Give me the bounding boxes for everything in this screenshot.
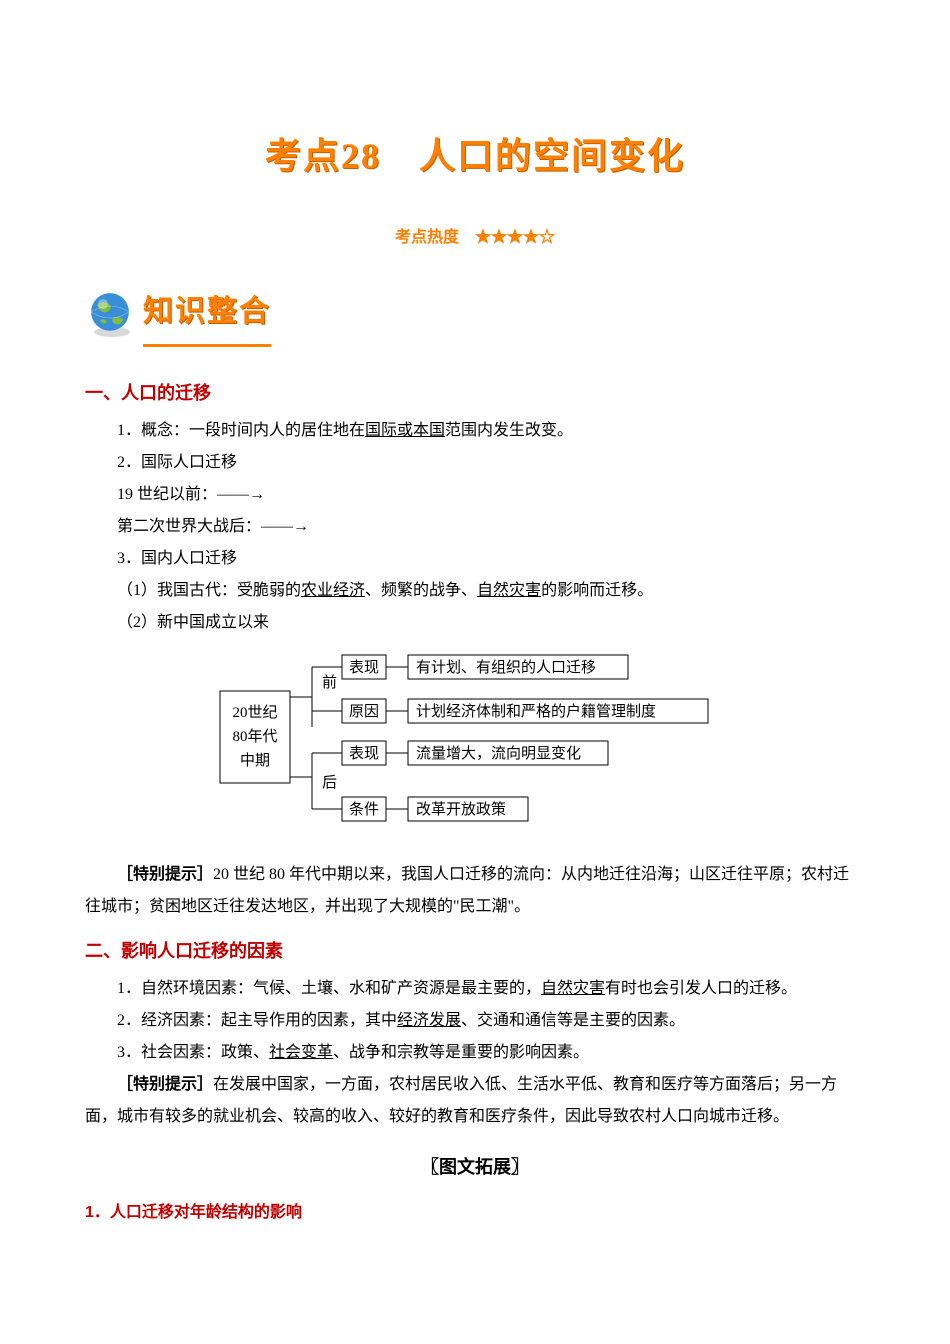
diagram-r4: 改革开放政策 xyxy=(416,801,506,818)
s1-p1: 1．概念：一段时间内人的居住地在国际或本国范围内发生改变。 xyxy=(85,415,865,447)
diagram-bx4: 条件 xyxy=(349,801,379,818)
s2-p3-b: 、战争和宗教等是重要的影响因素。 xyxy=(333,1044,589,1061)
diagram: 20世纪 80年代 中期 前 后 表现 原因 表现 条件 有计划、有组织的人口 xyxy=(85,649,865,841)
diagram-r1: 有计划、有组织的人口迁移 xyxy=(416,659,596,676)
expand-title: 〖图文拓展〗 xyxy=(85,1149,865,1185)
stars-filled-icon: ★★★★ xyxy=(475,229,539,246)
s1-p6-u2: 自然灾害 xyxy=(477,582,541,599)
stars-empty-icon: ☆ xyxy=(539,229,555,246)
s1-p6-u1: 农业经济 xyxy=(301,582,365,599)
s2-p2-u: 经济发展 xyxy=(397,1012,461,1029)
expand-num1: 1．人口迁移对年龄结构的影响 xyxy=(85,1197,865,1229)
s2-p2-a: 2．经济因素：起主导作用的因素，其中 xyxy=(117,1012,397,1029)
s2-p1-a: 1．自然环境因素：气候、土壤、水和矿产资源是最主要的， xyxy=(117,980,541,997)
tip-1: ［特别提示］20 世纪 80 年代中期以来，我国人口迁移的流向：从内地迁往沿海；… xyxy=(85,859,865,923)
diagram-left-l3: 中期 xyxy=(240,752,270,769)
section-banner: 知识整合 xyxy=(85,282,865,347)
diagram-bx3: 表现 xyxy=(349,745,379,762)
banner-text: 知识整合 xyxy=(143,282,271,347)
heat-row: 考点热度 ★★★★☆ xyxy=(85,222,865,254)
s2-p3: 3．社会因素：政策、社会变革、战争和宗教等是重要的影响因素。 xyxy=(85,1037,865,1069)
diagram-left-l2: 80年代 xyxy=(232,728,277,745)
page-title: 考点28 人口的空间变化 xyxy=(85,120,865,192)
s2-p1-u: 自然灾害 xyxy=(541,980,605,997)
section-1-heading: 一、人口的迁移 xyxy=(85,375,865,411)
globe-icon xyxy=(85,290,135,340)
s2-p3-u: 社会变革 xyxy=(269,1044,333,1061)
section-2-heading: 二、影响人口迁移的因素 xyxy=(85,933,865,969)
diagram-qian: 前 xyxy=(322,674,337,691)
diagram-r3: 流量增大，流向明显变化 xyxy=(416,745,581,762)
s1-p2: 2．国际人口迁移 xyxy=(85,447,865,479)
s1-p6: （1）我国古代：受脆弱的农业经济、频繁的战争、自然灾害的影响而迁移。 xyxy=(85,575,865,607)
s1-p3: 19 世纪以前：——→ xyxy=(85,479,865,511)
s2-p2: 2．经济因素：起主导作用的因素，其中经济发展、交通和通信等是主要的因素。 xyxy=(85,1005,865,1037)
s1-p1-a: 1．概念：一段时间内人的居住地在 xyxy=(117,422,365,439)
tip-2-label: ［特别提示］ xyxy=(117,1076,213,1093)
s1-p6-c: 的影响而迁移。 xyxy=(541,582,653,599)
s2-p1-b: 有时也会引发人口的迁移。 xyxy=(605,980,797,997)
tip-2: ［特别提示］在发展中国家，一方面，农村居民收入低、生活水平低、教育和医疗等方面落… xyxy=(85,1069,865,1133)
s1-p1-u: 国际或本国 xyxy=(365,422,445,439)
diagram-left-l1: 20世纪 xyxy=(232,704,277,721)
s2-p2-b: 、交通和通信等是主要的因素。 xyxy=(461,1012,685,1029)
s2-p1: 1．自然环境因素：气候、土壤、水和矿产资源是最主要的，自然灾害有时也会引发人口的… xyxy=(85,973,865,1005)
s2-p3-a: 3．社会因素：政策、 xyxy=(117,1044,269,1061)
s1-p5: 3．国内人口迁移 xyxy=(85,543,865,575)
diagram-r2: 计划经济体制和严格的户籍管理制度 xyxy=(416,703,656,720)
s1-p6-a: （1）我国古代：受脆弱的 xyxy=(117,582,301,599)
s1-p7: （2）新中国成立以来 xyxy=(85,607,865,639)
page-title-wrap: 考点28 人口的空间变化 xyxy=(85,120,865,192)
s1-p6-b: 、频繁的战争、 xyxy=(365,582,477,599)
diagram-bx2: 原因 xyxy=(349,703,379,720)
diagram-hou: 后 xyxy=(322,774,337,791)
heat-label: 考点热度 xyxy=(395,229,475,246)
s1-p1-b: 范围内发生改变。 xyxy=(445,422,573,439)
diagram-bx1: 表现 xyxy=(349,659,379,676)
s1-p4: 第二次世界大战后：——→ xyxy=(85,511,865,543)
tip-1-label: ［特别提示］ xyxy=(117,866,213,883)
